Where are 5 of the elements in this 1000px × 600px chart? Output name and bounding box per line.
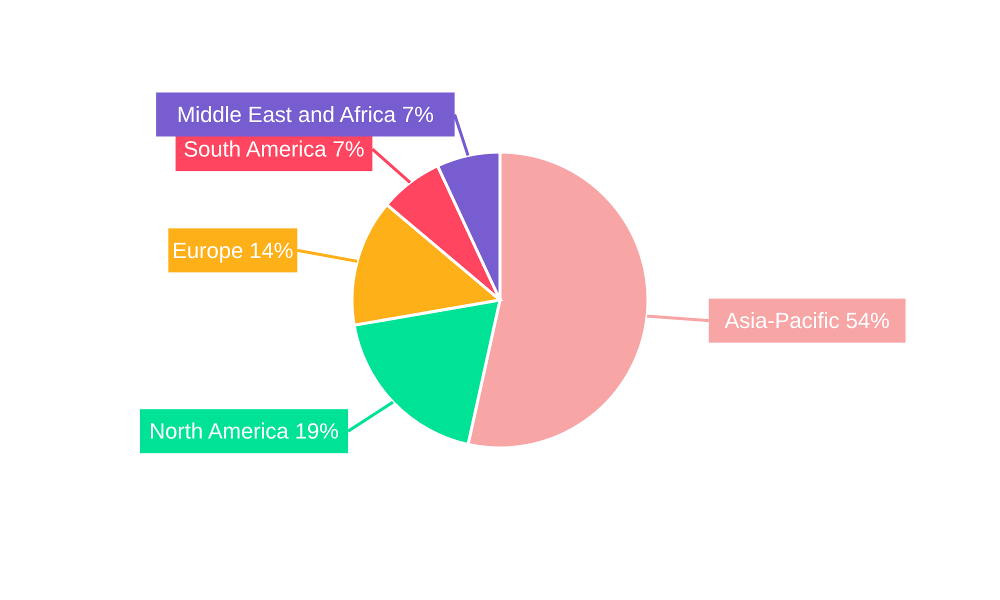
slice-label: Middle East and Africa 7% [176,102,434,127]
slice-label: Asia-Pacific 54% [724,308,890,334]
slice-label: North America 19% [149,418,339,444]
slice-label: South America 7% [183,136,364,162]
slice-label: Europe 14% [172,238,294,263]
